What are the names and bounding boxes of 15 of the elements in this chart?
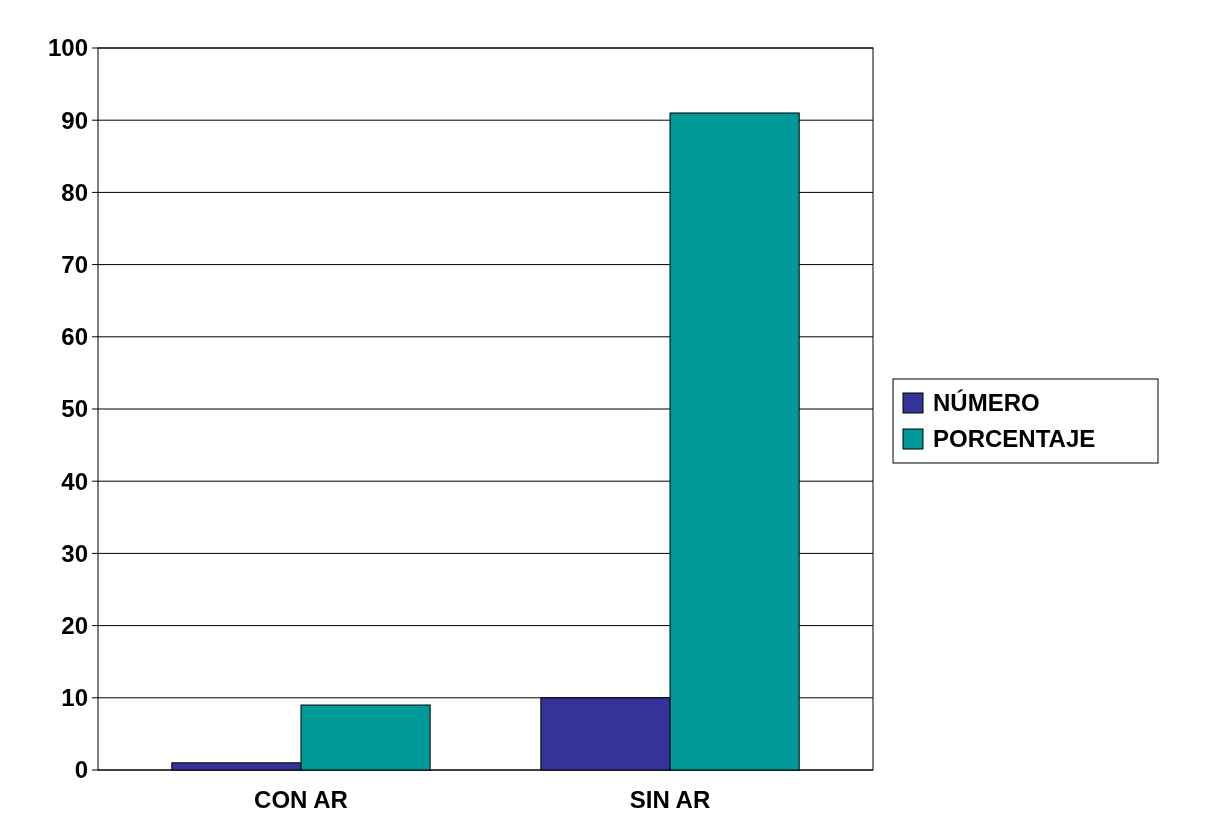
legend-label: PORCENTAJE [933,425,1096,453]
y-tick-label: 100 [47,34,88,62]
y-tick-label: 90 [61,106,88,134]
y-tick-label: 70 [61,251,88,278]
y-tick-label: 30 [61,539,88,567]
y-tick-label: 80 [61,178,88,206]
y-tick-label: 10 [61,684,88,712]
x-tick-label: SIN AR [629,786,711,813]
y-tick-label: 0 [74,756,88,784]
legend-label: NÚMERO [933,389,1040,417]
y-tick-label: 40 [61,467,88,495]
y-tick-label: 50 [61,395,88,423]
x-tick-label: CON AR [254,786,348,813]
y-tick-label: 60 [61,323,88,351]
y-tick-label: 20 [61,612,88,639]
